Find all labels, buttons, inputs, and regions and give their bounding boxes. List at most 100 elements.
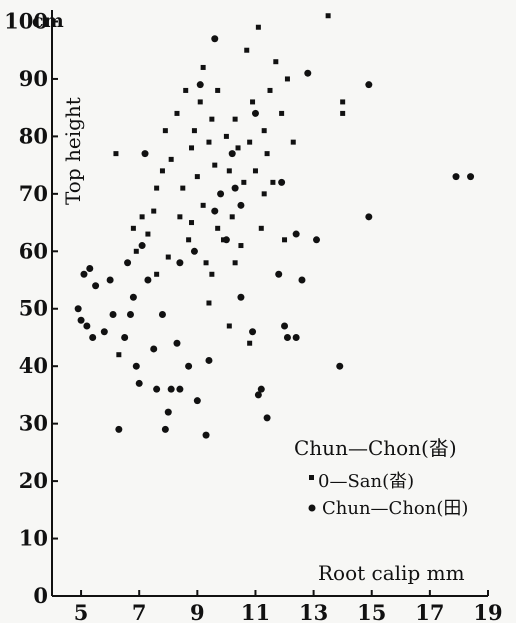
data-point-square: [229, 214, 235, 220]
data-point-square: [168, 156, 174, 162]
data-point-circle: [167, 385, 175, 393]
data-point-circle: [313, 236, 321, 244]
data-point-square: [279, 110, 285, 116]
y-tick-label: 40: [19, 353, 48, 378]
data-point-circle: [100, 328, 108, 336]
data-point-square: [244, 47, 250, 53]
data-point-square: [159, 168, 165, 174]
data-point-square: [264, 151, 270, 157]
data-point-circle: [217, 190, 225, 198]
data-point-circle: [141, 150, 149, 158]
data-point-square: [267, 87, 273, 93]
data-point-square: [247, 340, 253, 346]
data-point-square: [284, 76, 290, 82]
x-tick-label: 17: [415, 600, 444, 623]
data-point-circle: [132, 362, 140, 370]
data-point-circle: [365, 81, 373, 89]
legend-circle-marker: [308, 504, 316, 512]
data-point-circle: [292, 333, 300, 341]
legend: Chun—Chon(畓) 0—San(畓) Chun—Chon(田): [294, 436, 468, 519]
data-point-circle: [283, 333, 291, 341]
data-point-square: [215, 87, 221, 93]
data-point-circle: [164, 408, 172, 416]
data-point-circle: [89, 333, 97, 341]
data-point-circle: [237, 201, 245, 209]
data-point-square: [191, 128, 197, 134]
data-point-circle: [211, 207, 219, 215]
data-point-square: [113, 151, 119, 157]
data-point-circle: [185, 362, 193, 370]
data-point-square: [162, 128, 168, 134]
data-point-square: [212, 162, 218, 168]
data-point-circle: [176, 259, 184, 267]
data-point-square: [252, 168, 258, 174]
y-tick-label: 0: [33, 583, 48, 608]
data-point-square: [165, 254, 171, 260]
data-point-square: [273, 59, 279, 65]
x-tick-label: 15: [357, 600, 386, 623]
legend-series-1-label: 0—San(畓): [318, 471, 414, 492]
data-point-circle: [263, 414, 271, 422]
data-point-circle: [126, 310, 134, 318]
data-point-square: [206, 139, 212, 145]
data-point-square: [261, 191, 267, 197]
data-point-square: [154, 185, 160, 191]
data-point-circle: [336, 362, 344, 370]
data-point-square: [247, 139, 253, 145]
data-point-square: [197, 99, 203, 105]
data-point-circle: [304, 69, 312, 77]
data-point-circle: [80, 270, 88, 278]
data-point-circle: [275, 270, 283, 278]
data-point-square: [226, 168, 232, 174]
x-axis-title: Root calip mm: [318, 561, 465, 585]
data-point-square: [180, 185, 186, 191]
data-point-circle: [211, 35, 219, 43]
data-point-square: [261, 128, 267, 134]
data-point-circle: [115, 425, 123, 433]
y-axis-title: Top height: [61, 97, 85, 205]
data-point-circle: [92, 282, 100, 290]
tick-labels: 0 10 20 30 40 50 60 70 80 90 100 5 7 9 11 13 15 17 19: [4, 8, 502, 623]
data-point-circle: [365, 213, 373, 221]
data-point-circle: [77, 316, 85, 324]
data-point-circle: [190, 247, 198, 255]
data-point-circle: [176, 385, 184, 393]
data-point-circle: [83, 322, 91, 330]
data-point-circle: [205, 356, 213, 364]
data-point-circle: [106, 276, 114, 284]
data-point-square: [133, 248, 139, 254]
data-point-circle: [173, 339, 181, 347]
data-point-circle: [196, 81, 204, 89]
data-point-circle: [158, 310, 166, 318]
x-tick-label: 9: [190, 600, 205, 623]
data-point-square: [206, 300, 212, 306]
data-point-square: [232, 116, 238, 122]
y-tick-label: 20: [19, 468, 48, 493]
data-point-circle: [135, 379, 143, 387]
data-point-circle: [144, 276, 152, 284]
data-point-square: [226, 323, 232, 329]
data-point-circle: [193, 397, 201, 405]
data-point-square: [209, 271, 215, 277]
axis-layer: [51, 10, 489, 597]
data-point-circle: [138, 242, 146, 250]
data-point-square: [282, 237, 288, 243]
data-point-circle: [202, 431, 210, 439]
data-point-square: [255, 24, 261, 30]
y-axis-unit: cm: [32, 10, 64, 32]
data-point-circle: [153, 385, 161, 393]
data-point-square: [189, 145, 195, 151]
data-point-square: [174, 110, 180, 116]
y-tick-label: 50: [19, 296, 48, 321]
data-point-square: [258, 225, 264, 231]
data-point-square: [340, 110, 346, 116]
data-point-circle: [222, 236, 230, 244]
data-point-circle: [74, 305, 82, 313]
x-tick-label: 5: [74, 600, 89, 623]
data-point-square: [189, 220, 195, 226]
data-point-square: [241, 179, 247, 185]
data-point-square: [235, 145, 241, 151]
x-tick-label: 13: [299, 600, 328, 623]
data-point-square: [250, 99, 256, 105]
data-point-circle: [452, 173, 460, 181]
